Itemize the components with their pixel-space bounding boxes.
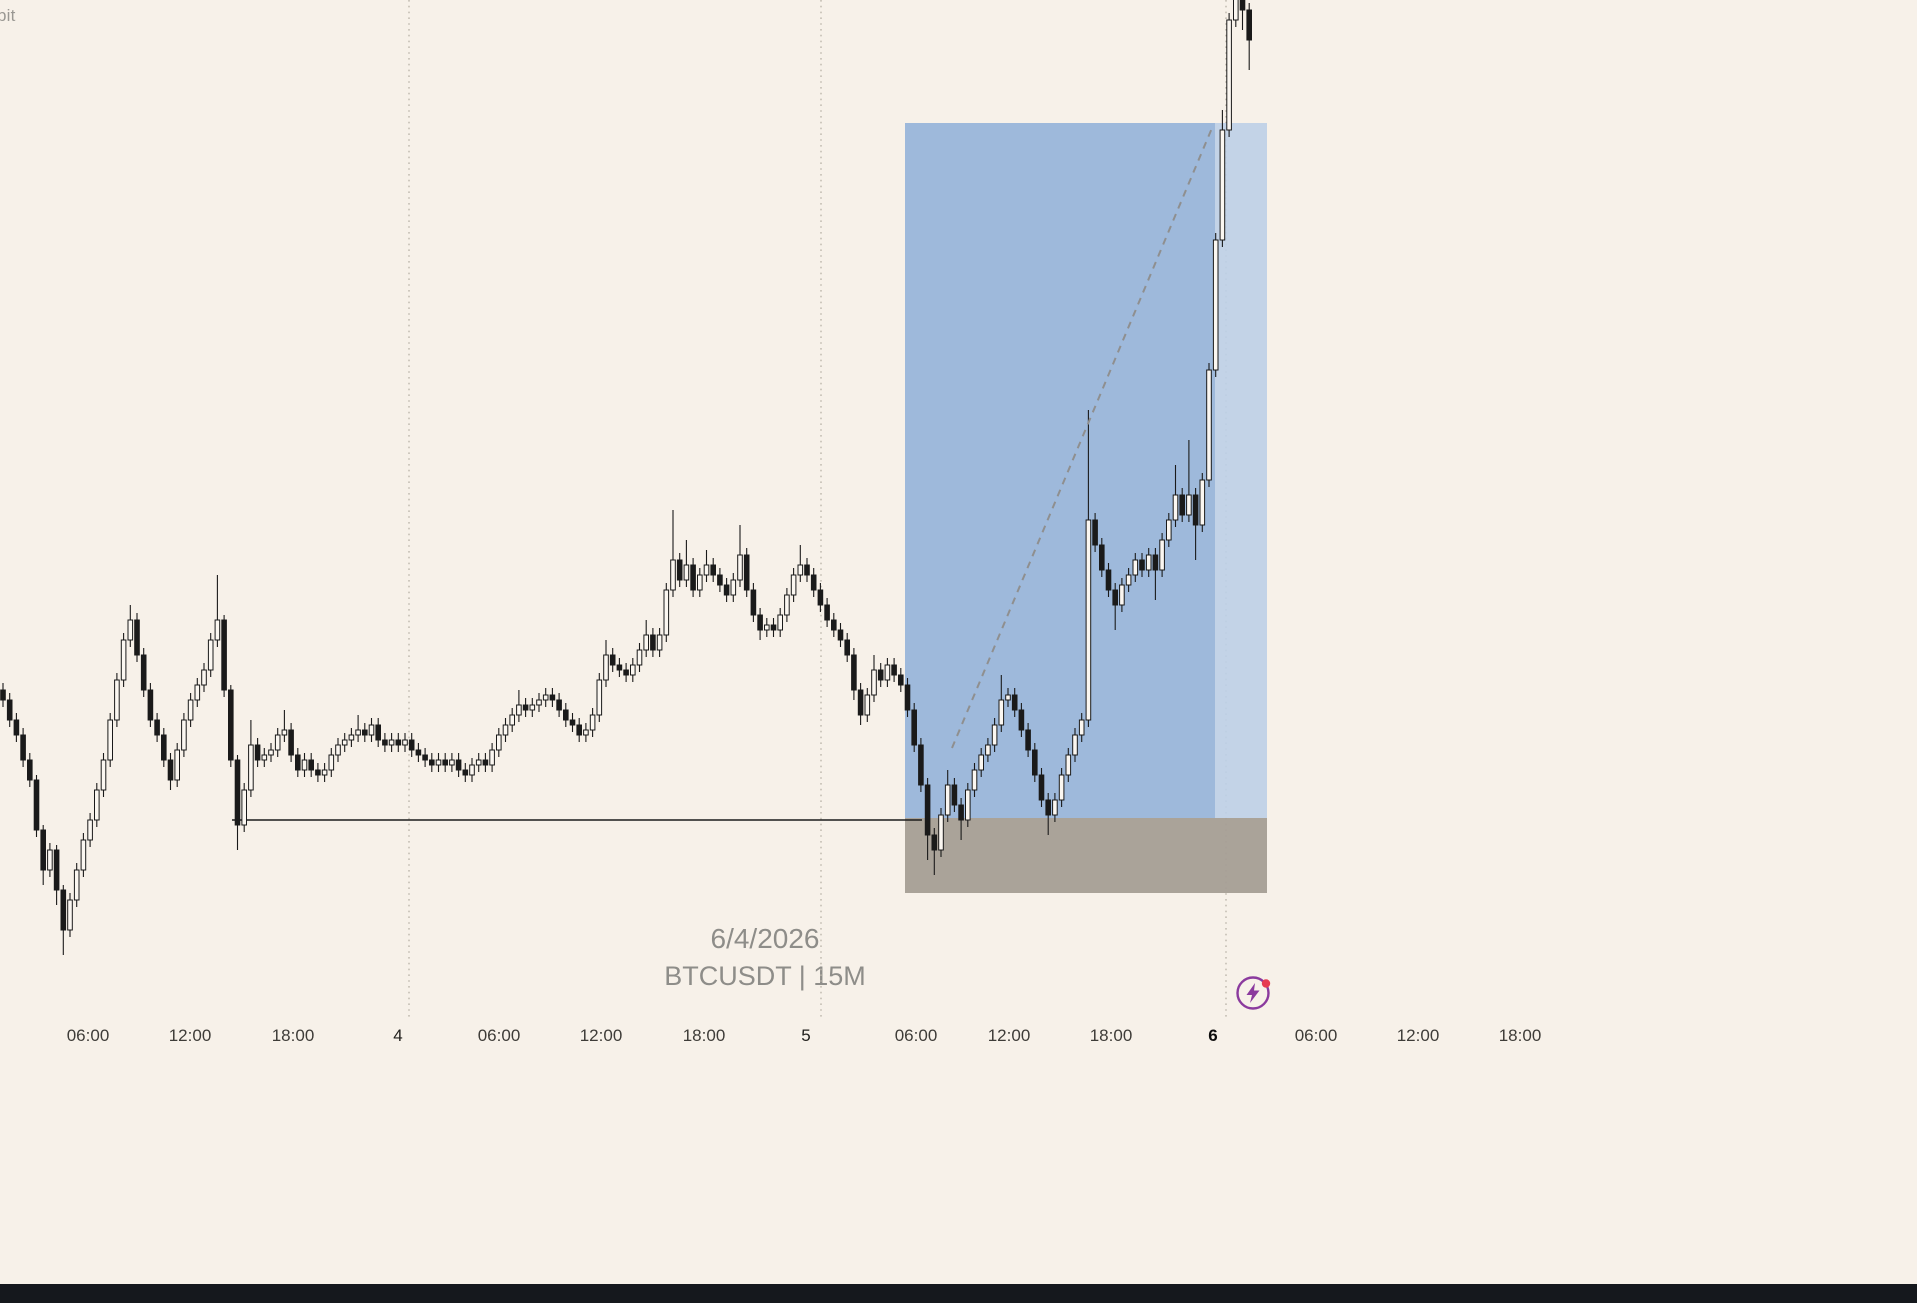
time-axis-label: 5 (801, 1026, 811, 1045)
trend-line-dashed[interactable] (951, 127, 1213, 749)
time-axis-label: 12:00 (168, 1026, 212, 1045)
time-axis-label: 18:00 (1498, 1026, 1542, 1045)
time-axis-label: 06:00 (1294, 1026, 1338, 1045)
time-axis-label: 12:00 (987, 1026, 1031, 1045)
time-axis-label: 06:00 (477, 1026, 521, 1045)
time-axis[interactable]: 06:00 12:00 18:00 4 06:00 12:00 18:00 5 06:00 12:… (0, 1026, 1917, 1050)
bottom-bar (0, 1284, 1917, 1303)
time-axis-label: 18:00 (271, 1026, 315, 1045)
time-axis-label: 18:00 (1089, 1026, 1133, 1045)
projection-box (905, 123, 1215, 818)
spark-logo-icon[interactable] (1233, 972, 1275, 1014)
time-axis-label: 12:00 (1396, 1026, 1440, 1045)
exchange-watermark: bit (0, 6, 16, 25)
time-axis-label: 12:00 (579, 1026, 623, 1045)
lightning-bolt-icon (1246, 983, 1260, 1003)
time-axis-label: 4 (393, 1026, 403, 1045)
time-axis-label: 06:00 (66, 1026, 110, 1045)
highlight-boxes (905, 123, 1267, 893)
base-gray-box (905, 818, 1267, 893)
watermark-date: 6/4/2026 (710, 923, 820, 954)
candles (0, 0, 1253, 955)
time-axis-label: 6 (1208, 1026, 1218, 1045)
time-axis-label: 18:00 (682, 1026, 726, 1045)
logo-ring (1236, 976, 1270, 1010)
logo-dot (1261, 979, 1271, 988)
watermark-symbol: BTCUSDT | 15M (664, 961, 866, 991)
chart-watermark: 6/4/2026 BTCUSDT | 15M (664, 922, 866, 996)
time-axis-label: 06:00 (894, 1026, 938, 1045)
